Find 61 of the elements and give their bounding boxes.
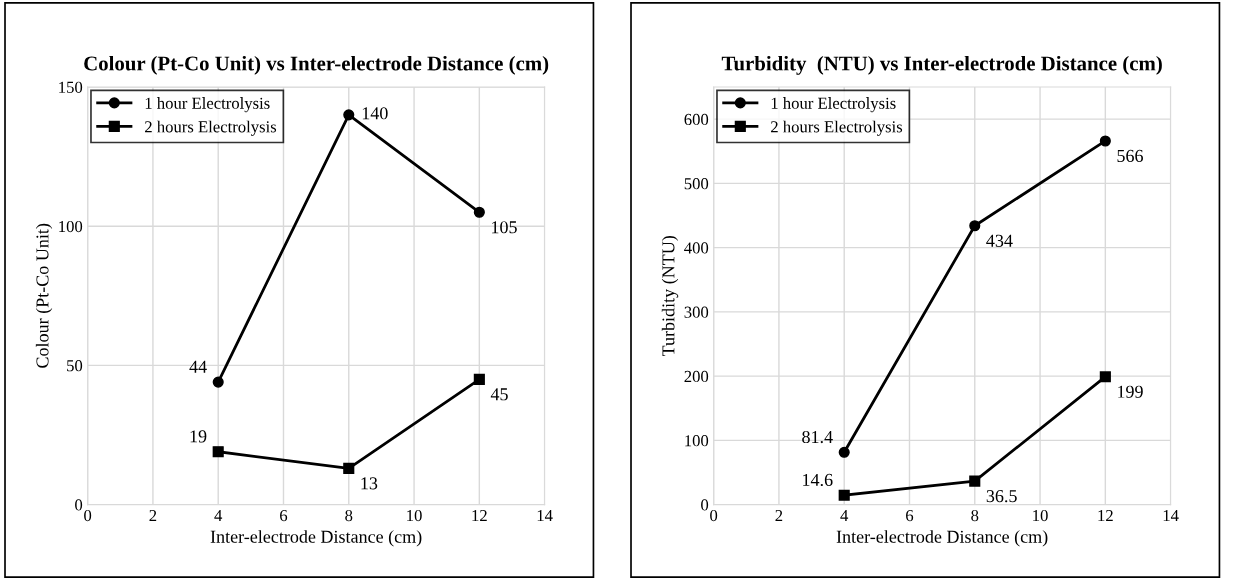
y-tick-label: 600 <box>684 113 709 126</box>
y-tick-label: 100 <box>685 435 709 447</box>
data-label: 13 <box>361 477 378 490</box>
y-tick-label: 400 <box>684 242 709 254</box>
x-tick-label: 4 <box>840 510 849 522</box>
point <box>1099 135 1111 147</box>
y-tick-label: 150 <box>59 81 83 93</box>
data-label: 19 <box>190 430 207 443</box>
x-tick-label: 0 <box>84 509 92 522</box>
point <box>473 373 485 385</box>
point <box>838 489 850 501</box>
y-tick-label: 50 <box>67 360 83 372</box>
x-tick-label: 12 <box>1098 509 1113 522</box>
data-label: 44 <box>189 360 207 373</box>
x-tick-label: 14 <box>1163 510 1179 522</box>
y-tick-label: 200 <box>684 370 709 383</box>
y-axis-title: Turbidity (NTU) <box>661 235 679 357</box>
x-tick-label: 2 <box>775 509 783 522</box>
y-tick-label: 100 <box>59 220 83 233</box>
y-tick-label: 300 <box>684 306 709 318</box>
point <box>343 462 355 474</box>
data-label: 45 <box>490 388 508 401</box>
legend-label: 1 hour Electrolysis <box>771 97 896 113</box>
data-label: 434 <box>986 234 1013 247</box>
point <box>343 109 355 121</box>
y-tick-label: 500 <box>684 178 709 190</box>
point <box>969 475 981 487</box>
x-tick-label: 14 <box>537 510 553 522</box>
x-tick-label: 10 <box>1033 509 1048 522</box>
x-tick-label: 6 <box>280 509 288 522</box>
y-tick-label: 0 <box>75 499 83 511</box>
data-label: 14.6 <box>803 473 833 487</box>
y-tick-label: 0 <box>701 499 709 511</box>
x-tick-label: 10 <box>407 509 422 522</box>
point <box>838 446 850 458</box>
data-label: 566 <box>1117 149 1143 163</box>
data-label: 199 <box>1118 385 1143 398</box>
x-tick-label: 12 <box>472 509 487 522</box>
x-axis-title: Inter-electrode Distance (cm) <box>836 530 1048 547</box>
point <box>212 446 224 458</box>
data-label: 105 <box>492 221 517 234</box>
y-axis-title: Colour (Pt-Co Unit) <box>35 223 53 368</box>
legend-label: 2 hours Electrolysis <box>145 120 277 136</box>
point <box>212 376 224 388</box>
point <box>1099 371 1111 383</box>
data-label: 140 <box>362 107 388 120</box>
legend-label: 1 hour Electrolysis <box>145 97 270 113</box>
data-label: 81.4 <box>802 430 833 444</box>
x-tick-label: 8 <box>345 509 353 522</box>
x-tick-label: 6 <box>906 509 914 522</box>
x-tick-label: 4 <box>214 510 223 522</box>
x-axis-title: Inter-electrode Distance (cm) <box>210 530 422 547</box>
point <box>473 206 485 218</box>
point <box>969 220 981 232</box>
x-tick-label: 8 <box>971 509 979 522</box>
x-tick-label: 2 <box>149 509 157 522</box>
chart-title: Turbidity (NTU) vs Inter-electrode Distance (cm) <box>721 55 1162 75</box>
data-label: 36.5 <box>986 490 1017 503</box>
chart-title: Colour (Pt-Co Unit) vs Inter-electrode Distance (cm) <box>84 55 549 75</box>
legend-label: 2 hours Electrolysis <box>771 120 903 136</box>
x-tick-label: 0 <box>710 509 718 522</box>
